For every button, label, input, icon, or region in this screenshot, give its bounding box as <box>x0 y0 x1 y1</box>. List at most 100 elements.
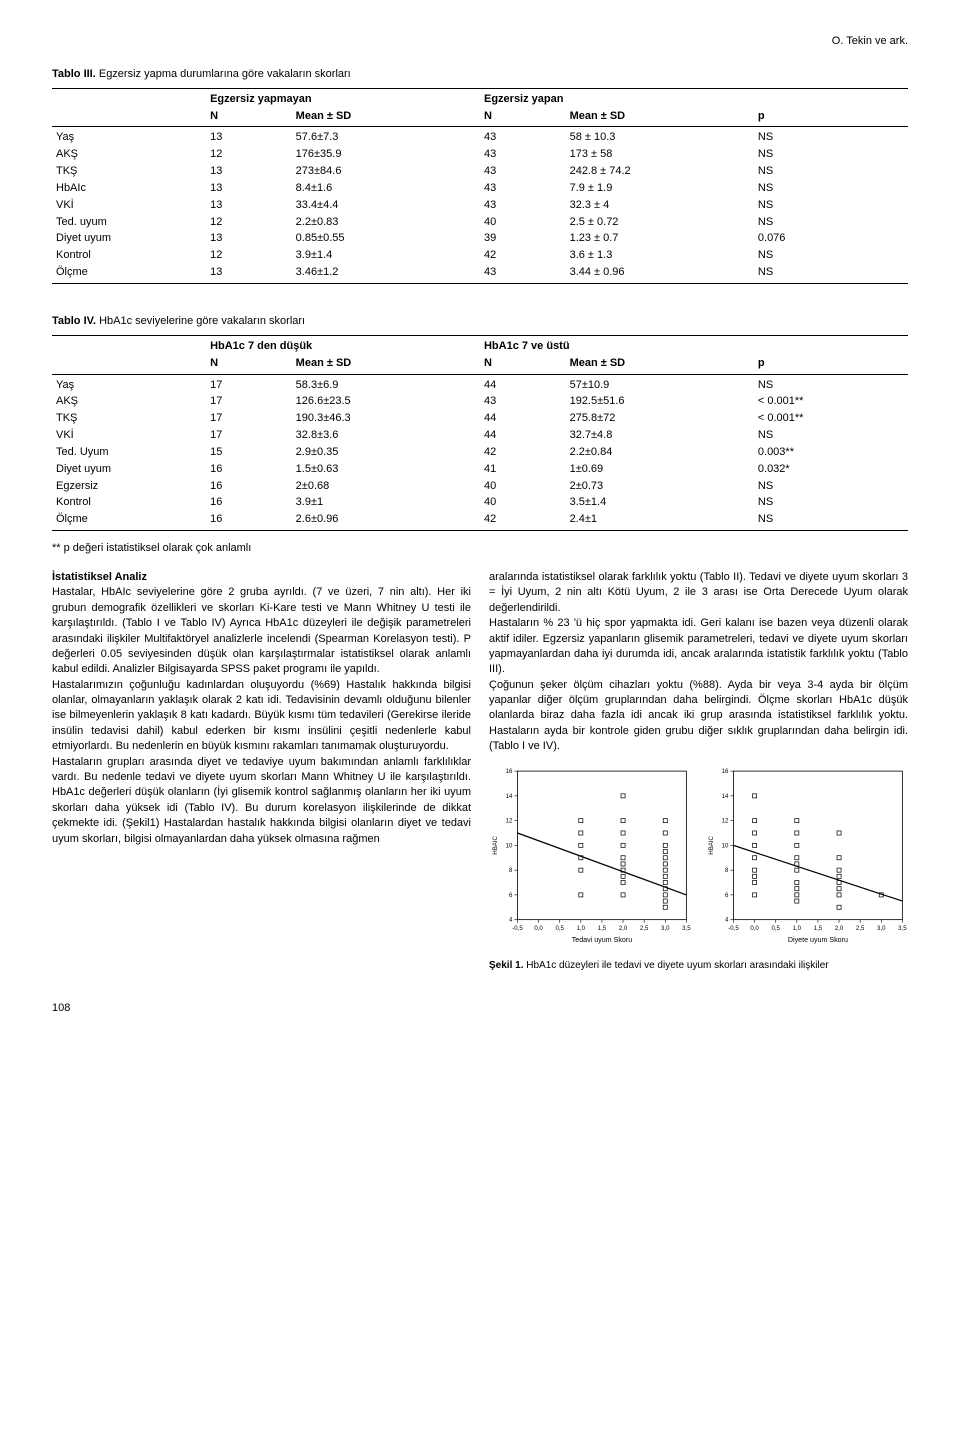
table-cell: 192.5±51.6 <box>566 393 754 410</box>
table-cell: Yaş <box>52 129 206 146</box>
table-row: Egzersiz162±0.68402±0.73NS <box>52 478 908 495</box>
table-cell: 0.076 <box>754 230 908 247</box>
table-row: VKİ1732.8±3.64432.7±4.8NS <box>52 427 908 444</box>
table-cell: 3.9±1 <box>292 494 480 511</box>
col-msd: Mean ± SD <box>292 108 480 125</box>
table4-title: Tablo IV. HbA1c seviyelerine göre vakala… <box>52 314 908 329</box>
table-cell: 8.4±1.6 <box>292 180 480 197</box>
table-cell: 13 <box>206 180 292 197</box>
page-number: 108 <box>52 1001 908 1016</box>
table-cell: 43 <box>480 146 566 163</box>
table3-group-b: Egzersiz yapan <box>480 91 754 108</box>
svg-text:Tedavi uyum Skoru: Tedavi uyum Skoru <box>572 936 633 944</box>
table-cell: 173 ± 58 <box>566 146 754 163</box>
table-cell: NS <box>754 197 908 214</box>
table-cell: 2.5 ± 0.72 <box>566 214 754 231</box>
table-cell: 3.6 ± 1.3 <box>566 247 754 264</box>
table-cell: AKŞ <box>52 393 206 410</box>
table-row: Ölçme133.46±1.2433.44 ± 0.96NS <box>52 264 908 281</box>
table-row: Diyet uyum161.5±0.63411±0.690.032* <box>52 461 908 478</box>
table-cell: Ölçme <box>52 264 206 281</box>
table4-header-groups: HbA1c 7 den düşük HbA1c 7 ve üstü <box>52 338 908 355</box>
table-cell: 16 <box>206 494 292 511</box>
table-cell: 0.003** <box>754 444 908 461</box>
svg-text:10: 10 <box>506 842 513 849</box>
table-cell: 13 <box>206 197 292 214</box>
rule <box>52 88 908 89</box>
table-row: AKŞ12176±35.943173 ± 58NS <box>52 146 908 163</box>
table4-group-a: HbA1c 7 den düşük <box>206 338 480 355</box>
table3: Egzersiz yapmayan Egzersiz yapan N Mean … <box>52 91 908 125</box>
table-cell: NS <box>754 494 908 511</box>
table-cell: 44 <box>480 427 566 444</box>
table-cell: 3.44 ± 0.96 <box>566 264 754 281</box>
table-cell: 2.4±1 <box>566 511 754 528</box>
table4-title-bold: Tablo IV. <box>52 315 96 327</box>
svg-text:0,5: 0,5 <box>771 924 780 931</box>
col-p: p <box>754 108 908 125</box>
table-row: Ted. Uyum152.9±0.35422.2±0.840.003** <box>52 444 908 461</box>
right-column: aralarında istatistiksel olarak farklılı… <box>489 570 908 973</box>
table-cell: 43 <box>480 163 566 180</box>
table-cell: 33.4±4.4 <box>292 197 480 214</box>
table-cell: 40 <box>480 494 566 511</box>
rule <box>52 283 908 284</box>
table-row: Kontrol163.9±1403.5±1.4NS <box>52 494 908 511</box>
table-cell: 3.9±1.4 <box>292 247 480 264</box>
analysis-heading: İstatistiksel Analiz <box>52 570 471 585</box>
table-cell: 39 <box>480 230 566 247</box>
svg-text:3,0: 3,0 <box>661 924 670 931</box>
table-cell: Egzersiz <box>52 478 206 495</box>
svg-text:-0,5: -0,5 <box>512 924 523 931</box>
table-cell: NS <box>754 163 908 180</box>
table-row: Kontrol123.9±1.4423.6 ± 1.3NS <box>52 247 908 264</box>
table-cell: 16 <box>206 511 292 528</box>
table-cell: 44 <box>480 410 566 427</box>
svg-text:3,5: 3,5 <box>682 924 691 931</box>
table-cell: VKİ <box>52 197 206 214</box>
table4-header-cols: N Mean ± SD N Mean ± SD p <box>52 355 908 372</box>
svg-text:0,0: 0,0 <box>534 924 543 931</box>
body-text: aralarında istatistiksel olarak farklılı… <box>489 571 908 614</box>
table-cell: 17 <box>206 393 292 410</box>
table-row: TKŞ17190.3±46.344275.8±72< 0.001** <box>52 410 908 427</box>
table-cell: Kontrol <box>52 247 206 264</box>
table-row: Yaş1758.3±6.94457±10.9NS <box>52 377 908 394</box>
body-text: Hastalar, HbAIc seviyelerine göre 2 grub… <box>52 586 471 675</box>
svg-text:12: 12 <box>506 817 513 824</box>
table-cell: 17 <box>206 377 292 394</box>
svg-text:10: 10 <box>721 842 728 849</box>
svg-text:16: 16 <box>721 768 728 775</box>
table-cell: 2±0.73 <box>566 478 754 495</box>
header-author: O. Tekin ve ark. <box>52 34 908 49</box>
table-cell: 1.23 ± 0.7 <box>566 230 754 247</box>
table-cell: NS <box>754 377 908 394</box>
rule <box>52 530 908 531</box>
table-cell: TKŞ <box>52 163 206 180</box>
table-row: AKŞ17126.6±23.543192.5±51.6< 0.001** <box>52 393 908 410</box>
table-cell: TKŞ <box>52 410 206 427</box>
figure-caption-rest: HbA1c düzeyleri ile tedavi ve diyete uyu… <box>523 960 828 971</box>
table-cell: 16 <box>206 478 292 495</box>
table-cell: 12 <box>206 214 292 231</box>
table3-group-a: Egzersiz yapmayan <box>206 91 480 108</box>
footnote: ** p değeri istatistiksel olarak çok anl… <box>52 541 908 556</box>
table-cell: 176±35.9 <box>292 146 480 163</box>
svg-text:0,5: 0,5 <box>555 924 564 931</box>
table-cell: Ted. uyum <box>52 214 206 231</box>
col-msd: Mean ± SD <box>566 355 754 372</box>
col-n: N <box>480 355 566 372</box>
table-row: HbAIc138.4±1.6437.9 ± 1.9NS <box>52 180 908 197</box>
svg-text:3,0: 3,0 <box>877 924 886 931</box>
table-cell: < 0.001** <box>754 410 908 427</box>
table-cell: 13 <box>206 264 292 281</box>
table-cell: 15 <box>206 444 292 461</box>
charts-row: 46810121416-0,50,00,51,01,52,02,53,03,5H… <box>489 765 908 954</box>
table-cell: 2±0.68 <box>292 478 480 495</box>
svg-text:0,0: 0,0 <box>750 924 759 931</box>
table-cell: 57.6±7.3 <box>292 129 480 146</box>
table-row: Diyet uyum130.85±0.55391.23 ± 0.70.076 <box>52 230 908 247</box>
table-cell: 275.8±72 <box>566 410 754 427</box>
svg-text:1,5: 1,5 <box>598 924 607 931</box>
table-cell: 43 <box>480 264 566 281</box>
